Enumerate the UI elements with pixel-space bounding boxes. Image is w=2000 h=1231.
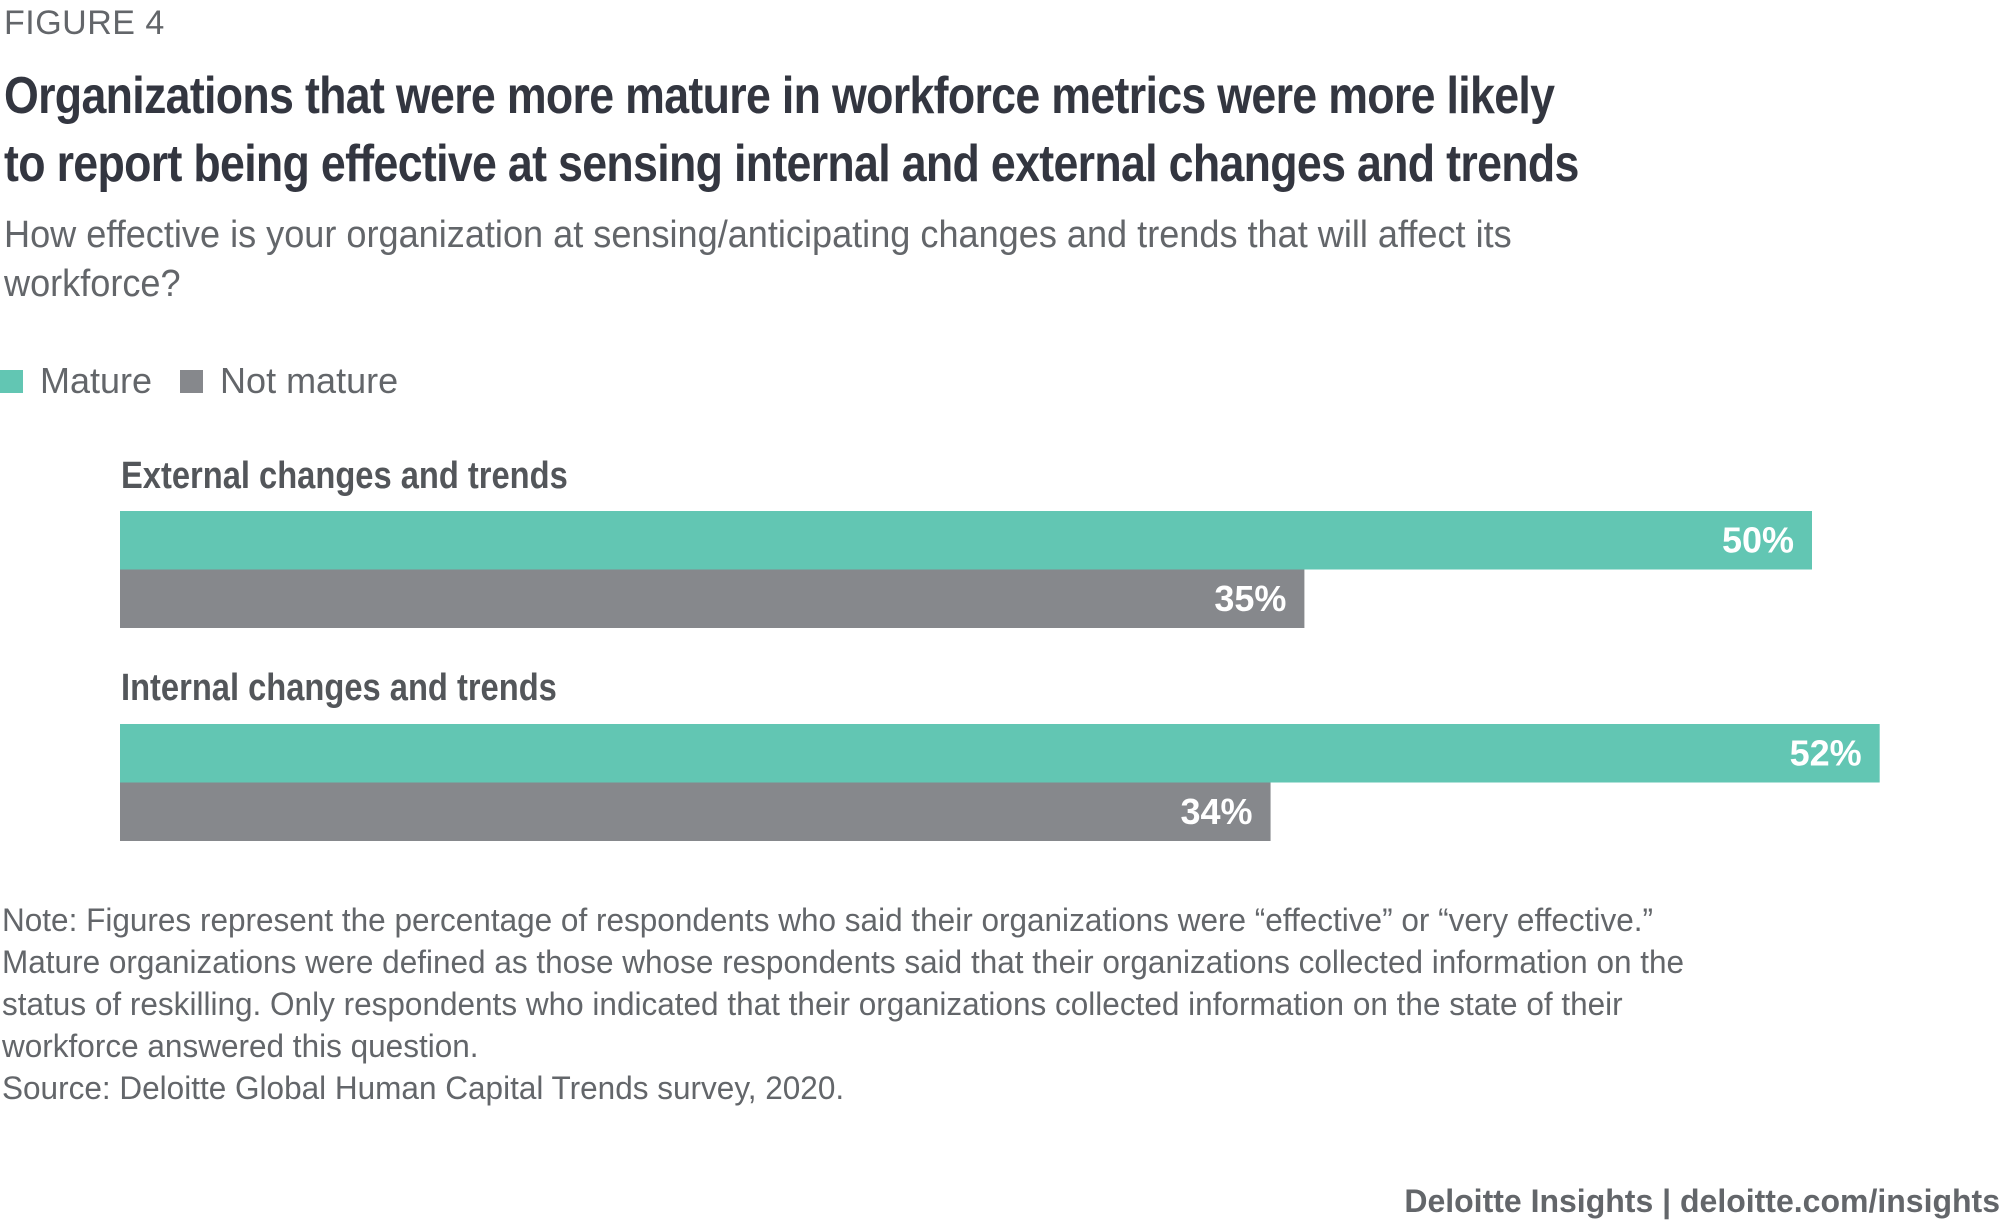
legend-item-not-mature: Not mature (180, 360, 398, 402)
note-line-1: Note: Figures represent the percentage o… (2, 902, 1653, 938)
data-label-mature-internal: 52% (1790, 732, 1862, 773)
note-line-4: workforce answered this question. (2, 1028, 479, 1064)
footer-credit: Deloitte Insights | deloitte.com/insight… (1404, 1183, 2000, 1219)
legend-swatch-mature (0, 369, 23, 393)
legend-swatch-not-mature (180, 369, 204, 393)
category-label-internal: Internal changes and trends (121, 667, 557, 709)
data-label-not-mature-external: 35% (1214, 578, 1286, 619)
bar-mature-external (120, 511, 1812, 570)
data-label-not-mature-internal: 34% (1180, 791, 1252, 832)
legend: Mature Not mature (0, 360, 426, 402)
category-label-external: External changes and trends (121, 455, 568, 497)
chart-subtitle-line-2: workforce? (4, 263, 181, 305)
legend-label-not-mature: Not mature (220, 360, 399, 401)
chart-subtitle-line-1: How effective is your organization at se… (4, 214, 1512, 256)
data-label-mature-external: 50% (1722, 519, 1794, 560)
chart-title-line-1: Organizations that were more mature in w… (4, 67, 1555, 125)
legend-item-mature: Mature (0, 360, 152, 402)
bar-not-mature-external (120, 569, 1305, 628)
bar-not-mature-internal (120, 782, 1271, 841)
note-line-2: Mature organizations were defined as tho… (2, 944, 1685, 980)
legend-label-mature: Mature (40, 360, 153, 401)
source-line: Source: Deloitte Global Human Capital Tr… (2, 1070, 845, 1106)
bar-mature-internal (120, 724, 1880, 783)
figure-label: FIGURE 4 (4, 4, 165, 42)
chart-title-line-2: to report being effective at sensing int… (4, 135, 1579, 193)
note-line-3: status of reskilling. Only respondents w… (2, 986, 1623, 1022)
